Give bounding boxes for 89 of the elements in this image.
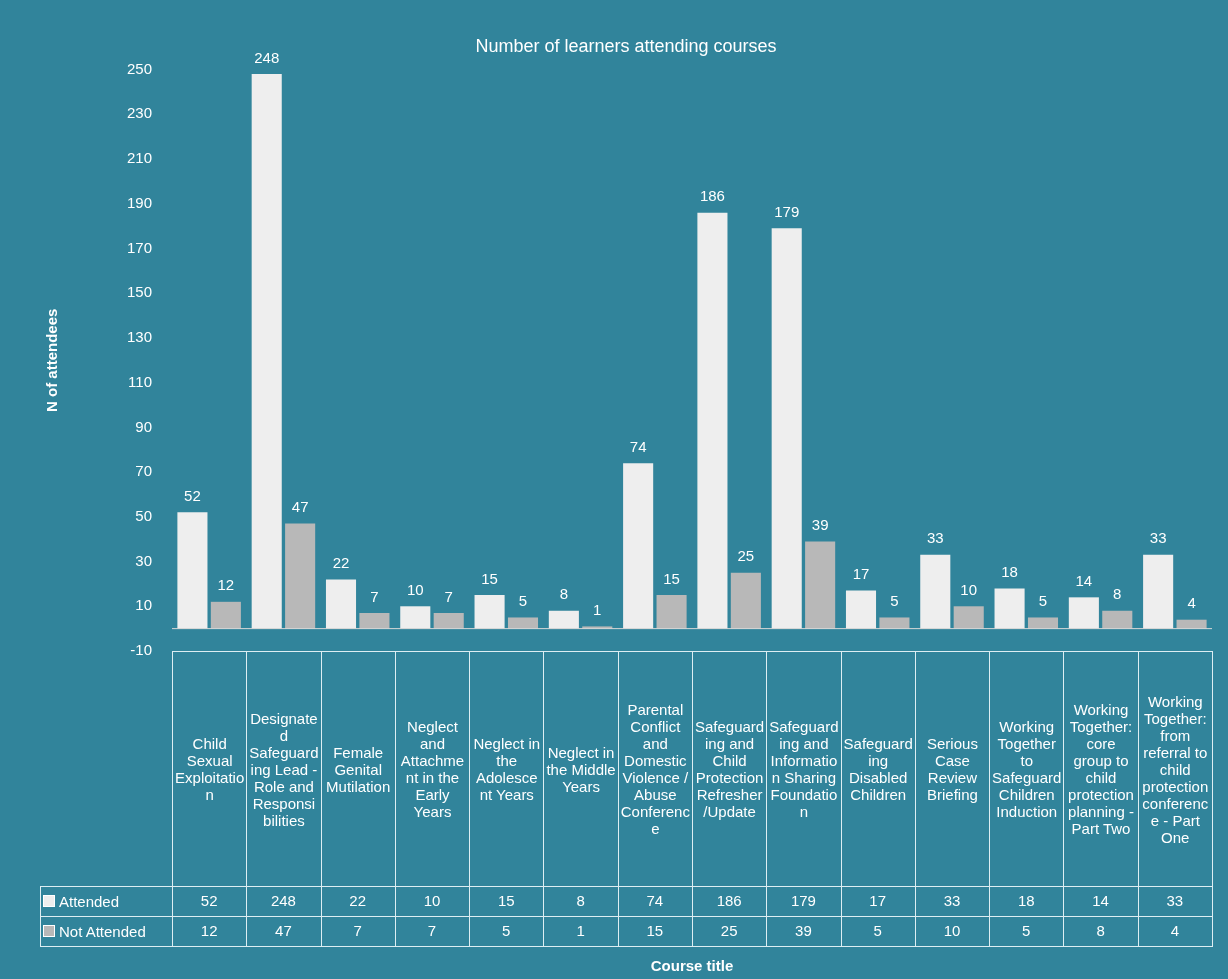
annotation: 5	[1038, 592, 1048, 610]
annotation: 7	[370, 587, 379, 605]
annotation: 4	[1187, 594, 1196, 612]
data-label: 18	[1017, 891, 1035, 909]
y-tick-label: 230	[126, 104, 152, 122]
x-tick-label: Neglect and Attachment in the Early Years	[395, 651, 470, 887]
annotation: 7	[444, 587, 453, 605]
annotation: 15	[481, 569, 498, 587]
y-axis-title: N of attendees	[43, 308, 61, 412]
data-label: 179	[790, 891, 816, 909]
annotation: 52	[184, 487, 201, 504]
data-label: 4	[1170, 921, 1180, 939]
data-label: 47	[275, 921, 292, 939]
x-tick-label: Working Together to Safeguard Children Induction	[989, 651, 1064, 887]
text: 248	[254, 48, 280, 66]
x-tick-label: Serious Case Review Briefing	[915, 651, 990, 887]
legend-label: Attended	[40, 886, 173, 917]
annotation: 22	[332, 554, 350, 572]
x-tick-label: Designated Safeguarding Lead - Role and Responsibilities	[246, 651, 322, 887]
data-label: 7	[353, 921, 362, 939]
data-label: 5	[1022, 921, 1031, 939]
data-label: 17	[869, 891, 887, 909]
annotation: 14	[1075, 571, 1093, 589]
annotation: 10	[960, 580, 978, 598]
data-label: 8	[1096, 921, 1105, 939]
data-label: 248	[270, 891, 296, 909]
annotation: 47	[291, 498, 309, 516]
y-tick-label: 190	[126, 193, 152, 211]
x-tick-label: Safeguarding Disabled Children	[841, 651, 916, 887]
text: Course title	[650, 957, 734, 975]
data-label: 74	[646, 891, 664, 909]
annotation: 10	[406, 580, 424, 598]
y-tick-label: 110	[128, 372, 152, 390]
data-label: 15	[646, 921, 664, 939]
y-tick-label: 170	[126, 238, 152, 256]
annotation: 5	[518, 592, 528, 610]
annotation: 1	[593, 601, 602, 619]
data-label: 25	[720, 921, 738, 939]
data-label: 1	[576, 921, 585, 939]
y-tick-label: 150	[126, 283, 152, 301]
annotation: 33	[926, 529, 944, 547]
annotation: 8	[559, 585, 569, 603]
data-label: 5	[873, 921, 882, 939]
x-tick-label: Safeguarding and Information Sharing Foundation	[766, 651, 842, 887]
x-tick-label: Child Sexual Exploitation	[172, 651, 247, 887]
annotation: 179	[774, 203, 800, 221]
chart-title: Number of learners attending courses	[475, 35, 777, 56]
data-label: 10	[423, 891, 441, 909]
data-label: 5	[502, 921, 511, 939]
y-tick-label: -10	[130, 641, 152, 659]
annotation: 25	[737, 547, 755, 565]
annotation: 15	[663, 569, 680, 587]
data-label: 15	[497, 891, 515, 909]
x-tick-label: Parental Conflict and Domestic Violence / Abuse Conference	[618, 651, 693, 887]
annotation: 74	[629, 437, 647, 455]
data-label: 8	[576, 891, 585, 909]
data-label: 22	[349, 891, 367, 909]
annotation: 8	[1113, 585, 1122, 603]
data-label: 39	[795, 921, 812, 939]
data-label: 33	[943, 891, 961, 909]
data-label: 52	[200, 891, 218, 909]
y-tick-label: 90	[135, 417, 152, 435]
data-label: 14	[1092, 891, 1109, 909]
y-tick-label: 210	[126, 149, 152, 167]
annotation: 5	[890, 592, 899, 610]
x-tick-label: Working Together: core group to child protection planning - Part Two	[1063, 651, 1139, 887]
annotation: 17	[852, 565, 870, 583]
annotation: 33	[1149, 529, 1167, 547]
annotation: 12	[217, 576, 235, 594]
data-label: 12	[200, 921, 218, 939]
y-tick-label: 50	[135, 506, 152, 524]
y-tick-label: 10	[135, 596, 152, 614]
x-tick-label: Female Genital Mutilation	[321, 651, 396, 887]
annotation: 186	[699, 187, 725, 205]
annotation: 39	[811, 516, 829, 534]
y-tick-label: 250	[126, 59, 152, 77]
y-tick-label: 70	[135, 462, 152, 480]
annotation: 18	[1001, 563, 1018, 581]
x-tick-label: Neglect in the Adolescent Years	[469, 651, 544, 887]
x-tick-label: Safeguarding and Child Protection Refresher/Update	[692, 651, 767, 887]
data-label: 33	[1166, 891, 1184, 909]
category-label: Working Together: from referral to child protection conference - Part One	[1142, 692, 1209, 846]
x-tick-label: Neglect in the Middle Years	[543, 651, 619, 887]
data-label: 10	[943, 921, 961, 939]
data-label: 186	[716, 891, 742, 909]
legend-label: Not Attended	[40, 916, 173, 947]
y-tick-label: 30	[135, 551, 152, 569]
y-tick-label: 130	[126, 328, 152, 346]
data-label: 7	[427, 921, 437, 939]
